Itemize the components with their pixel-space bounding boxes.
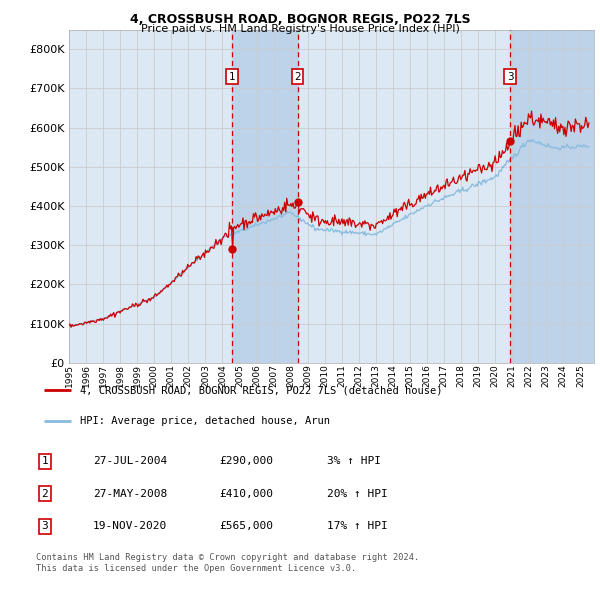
Bar <box>232 30 298 363</box>
Bar <box>511 30 594 363</box>
Text: Contains HM Land Registry data © Crown copyright and database right 2024.: Contains HM Land Registry data © Crown c… <box>36 553 419 562</box>
Text: 2: 2 <box>41 489 49 499</box>
Text: HPI: Average price, detached house, Arun: HPI: Average price, detached house, Arun <box>80 416 329 426</box>
Text: 3: 3 <box>507 71 514 81</box>
Text: 27-JUL-2004: 27-JUL-2004 <box>93 457 167 466</box>
Text: 4, CROSSBUSH ROAD, BOGNOR REGIS, PO22 7LS (detached house): 4, CROSSBUSH ROAD, BOGNOR REGIS, PO22 7L… <box>80 385 442 395</box>
Text: £565,000: £565,000 <box>219 522 273 531</box>
Text: 20% ↑ HPI: 20% ↑ HPI <box>327 489 388 499</box>
Text: £410,000: £410,000 <box>219 489 273 499</box>
Text: 1: 1 <box>229 71 235 81</box>
Text: 27-MAY-2008: 27-MAY-2008 <box>93 489 167 499</box>
Text: 1: 1 <box>41 457 49 466</box>
Text: 2: 2 <box>294 71 301 81</box>
Text: Price paid vs. HM Land Registry's House Price Index (HPI): Price paid vs. HM Land Registry's House … <box>140 24 460 34</box>
Text: £290,000: £290,000 <box>219 457 273 466</box>
Text: This data is licensed under the Open Government Licence v3.0.: This data is licensed under the Open Gov… <box>36 565 356 573</box>
Text: 3: 3 <box>41 522 49 531</box>
Text: 17% ↑ HPI: 17% ↑ HPI <box>327 522 388 531</box>
Text: 19-NOV-2020: 19-NOV-2020 <box>93 522 167 531</box>
Text: 4, CROSSBUSH ROAD, BOGNOR REGIS, PO22 7LS: 4, CROSSBUSH ROAD, BOGNOR REGIS, PO22 7L… <box>130 13 470 26</box>
Text: 3% ↑ HPI: 3% ↑ HPI <box>327 457 381 466</box>
